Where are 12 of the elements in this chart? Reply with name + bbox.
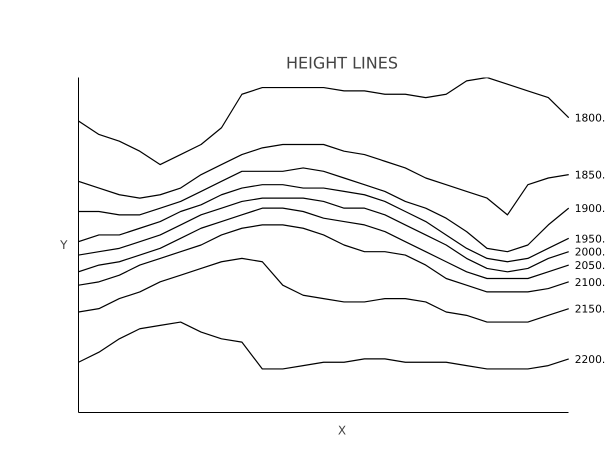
y-axis-title: Y — [59, 238, 68, 252]
x-axis-title: X — [338, 424, 346, 438]
series-label: 2150. — [574, 302, 605, 316]
series-label: 1900. — [574, 202, 605, 216]
series-label: 2050. — [574, 259, 605, 272]
series-label: 1850. — [574, 168, 605, 182]
series-label: 2000. — [574, 246, 605, 259]
series-label: 2200. — [574, 352, 605, 366]
series-label: 2100. — [574, 276, 605, 289]
series-label: 1950. — [574, 232, 605, 246]
chart-title: HEIGHT LINES — [286, 54, 398, 72]
series-label: 1800. — [574, 112, 605, 125]
